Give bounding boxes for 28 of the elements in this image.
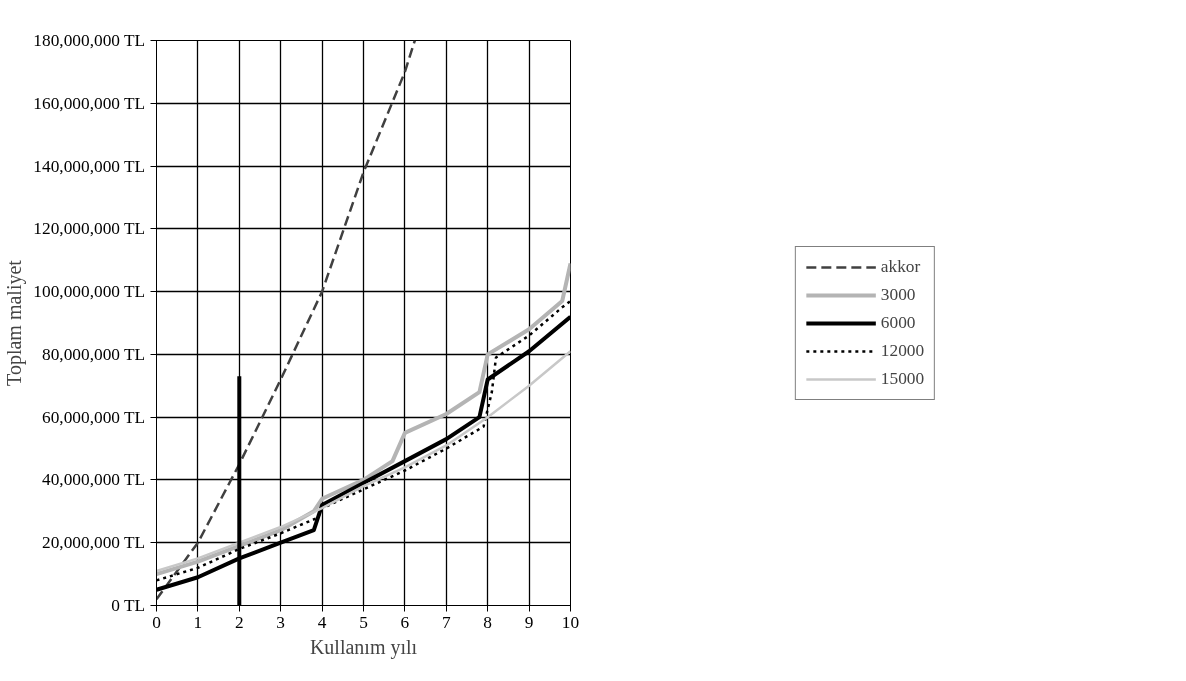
x-tick-label: 10 [561,612,580,632]
x-tick-label: 1 [193,612,203,632]
x-tick-label: 3 [276,612,286,632]
x-tick-label: 9 [524,612,534,632]
x-tick-label: 7 [441,612,451,632]
x-axis-title: Kullanım yılı [309,635,418,659]
legend-label: 12000 [880,340,925,361]
x-tick-label: 0 [152,612,161,632]
y-tick-label: 180,000,000 TL [33,31,146,50]
x-tick-label: 5 [359,612,368,632]
x-tick-label: 8 [483,612,493,632]
legend-label: 3000 [880,284,916,305]
x-tick-label: 6 [400,612,410,632]
y-tick-label: 80,000,000 TL [42,344,146,364]
legend-label: akkor [880,256,921,277]
y-tick-label: 140,000,000 TL [33,156,146,176]
legend-label: 15000 [880,368,925,389]
x-tick-label: 4 [317,612,327,632]
y-tick-label: 100,000,000 TL [33,282,146,302]
y-tick-label: 120,000,000 TL [33,219,146,239]
x-tick-label: 2 [234,612,244,632]
y-axis-title: Toplam maliyet [3,259,27,386]
legend-label: 6000 [880,312,916,333]
y-tick-label: 160,000,000 TL [33,93,146,113]
y-tick-label: 60,000,000 TL [42,407,146,427]
y-tick-label: 0 TL [111,596,146,615]
y-tick-label: 40,000,000 TL [42,470,146,490]
y-tick-label: 20,000,000 TL [42,533,146,553]
